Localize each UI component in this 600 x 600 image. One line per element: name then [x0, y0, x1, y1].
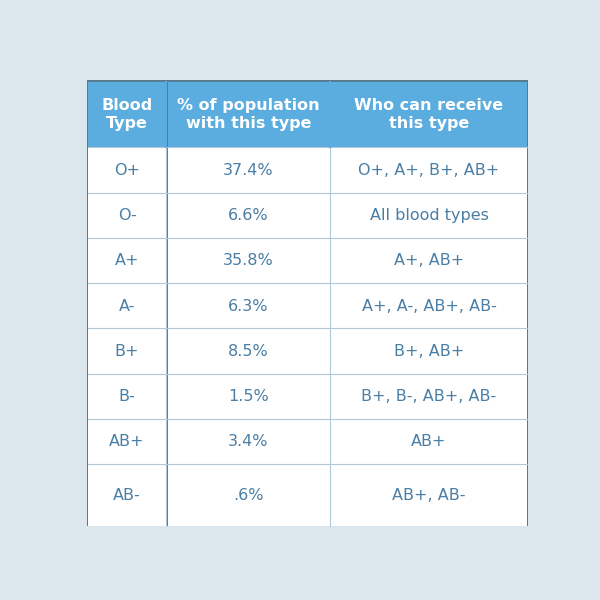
Text: B-: B- [119, 389, 136, 404]
Bar [331, 465, 527, 526]
Bar [167, 148, 329, 193]
Text: AB-: AB- [113, 488, 141, 503]
Bar [88, 148, 166, 193]
Text: All blood types: All blood types [370, 208, 488, 223]
Bar [167, 239, 329, 283]
Text: 8.5%: 8.5% [228, 344, 269, 359]
Text: B+, AB+: B+, AB+ [394, 344, 464, 359]
Bar [331, 374, 527, 419]
Text: O+: O+ [114, 163, 140, 178]
Text: 6.3%: 6.3% [229, 299, 269, 314]
Text: 37.4%: 37.4% [223, 163, 274, 178]
Bar [88, 465, 166, 526]
Text: O-: O- [118, 208, 136, 223]
Bar [88, 82, 166, 148]
Text: B+: B+ [115, 344, 139, 359]
Text: AB+, AB-: AB+, AB- [392, 488, 466, 503]
Text: 1.5%: 1.5% [228, 389, 269, 404]
Text: 35.8%: 35.8% [223, 253, 274, 268]
Text: Blood
Type: Blood Type [101, 98, 153, 131]
Text: % of population
with this type: % of population with this type [177, 98, 320, 131]
Bar [331, 193, 527, 238]
Bar [331, 82, 527, 148]
Bar [167, 374, 329, 419]
Bar [167, 193, 329, 238]
Text: .6%: .6% [233, 488, 264, 503]
Text: AB+: AB+ [411, 434, 447, 449]
Bar [167, 465, 329, 526]
Bar [331, 239, 527, 283]
Bar [331, 148, 527, 193]
Text: A+, A-, AB+, AB-: A+, A-, AB+, AB- [362, 299, 496, 314]
Bar [88, 374, 166, 419]
Bar [88, 193, 166, 238]
Text: A+, AB+: A+, AB+ [394, 253, 464, 268]
Text: 6.6%: 6.6% [228, 208, 269, 223]
Text: A-: A- [119, 299, 135, 314]
Text: B+, B-, AB+, AB-: B+, B-, AB+, AB- [361, 389, 497, 404]
Bar [88, 284, 166, 328]
Bar [331, 284, 527, 328]
Bar [167, 329, 329, 374]
Text: O+, A+, B+, AB+: O+, A+, B+, AB+ [358, 163, 500, 178]
Text: Who can receive
this type: Who can receive this type [355, 98, 503, 131]
Bar [331, 329, 527, 374]
Bar [167, 284, 329, 328]
Bar [167, 419, 329, 464]
Bar [88, 239, 166, 283]
Bar [167, 82, 329, 148]
Bar [88, 329, 166, 374]
Bar [331, 419, 527, 464]
Text: A+: A+ [115, 253, 139, 268]
Text: 3.4%: 3.4% [229, 434, 269, 449]
Bar [88, 419, 166, 464]
Text: AB+: AB+ [109, 434, 145, 449]
